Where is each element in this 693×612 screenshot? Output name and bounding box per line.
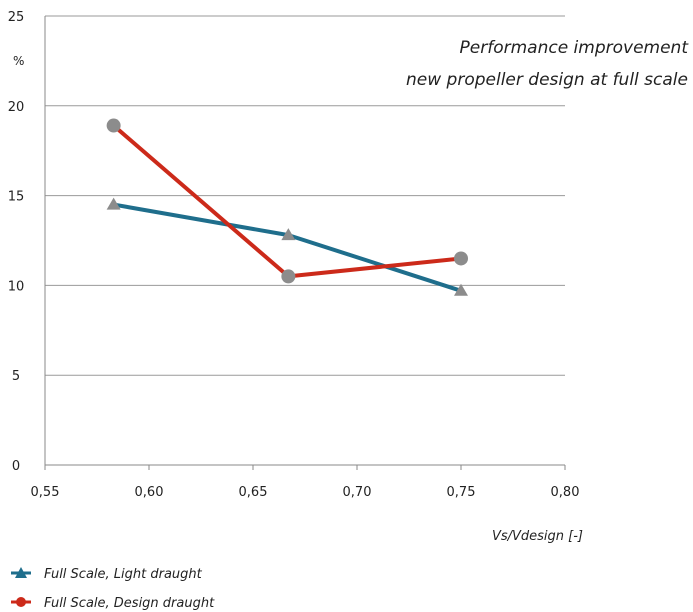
y-tick-label: 15 [8, 190, 25, 205]
legend-label: Full Scale, Light draught [44, 567, 203, 582]
y-tick-label: 20 [8, 100, 25, 115]
legend-item-light-draught: Full Scale, Light draught [11, 567, 203, 582]
gridlines [45, 15, 565, 376]
axes [44, 16, 566, 470]
x-axis-title: Vs/Vdesign [-] [492, 529, 583, 544]
data-point-circle [106, 118, 121, 133]
x-tick-label: 0,70 [343, 485, 372, 500]
series [106, 118, 468, 296]
legend: Full Scale, Light draught Full Scale, De… [11, 567, 215, 611]
data-point-triangle [106, 197, 121, 210]
y-tick-label: 10 [8, 279, 25, 294]
y-tick-label: 25 [8, 10, 25, 25]
chart-title-line-1: Performance improvement [460, 38, 690, 58]
legend-circle-marker [16, 597, 26, 607]
y-axis-unit-label: % [13, 54, 24, 68]
x-tick-label: 0,80 [551, 485, 580, 500]
x-tick-label: 0,65 [239, 485, 268, 500]
data-point-triangle [454, 283, 468, 296]
y-tick-label: 0 [12, 459, 20, 474]
series-line [112, 124, 462, 279]
x-tick-label: 0,60 [135, 485, 164, 500]
legend-label: Full Scale, Design draught [44, 596, 215, 611]
y-tick-label: 5 [12, 369, 20, 384]
x-tick-label: 0,75 [447, 485, 476, 500]
legend-triangle-marker [15, 567, 27, 578]
tick-labels: 0 5 10 15 20 25 0,55 0,60 0,65 0,70 0,75 0,80 [8, 10, 580, 500]
data-point-circle [454, 251, 468, 266]
x-tick-label: 0,55 [31, 485, 60, 500]
legend-item-design-draught: Full Scale, Design draught [11, 596, 215, 611]
data-point-circle [281, 269, 296, 284]
chart-title-line-2: new propeller design at full scale [406, 70, 688, 90]
data-point-triangle [281, 228, 296, 241]
